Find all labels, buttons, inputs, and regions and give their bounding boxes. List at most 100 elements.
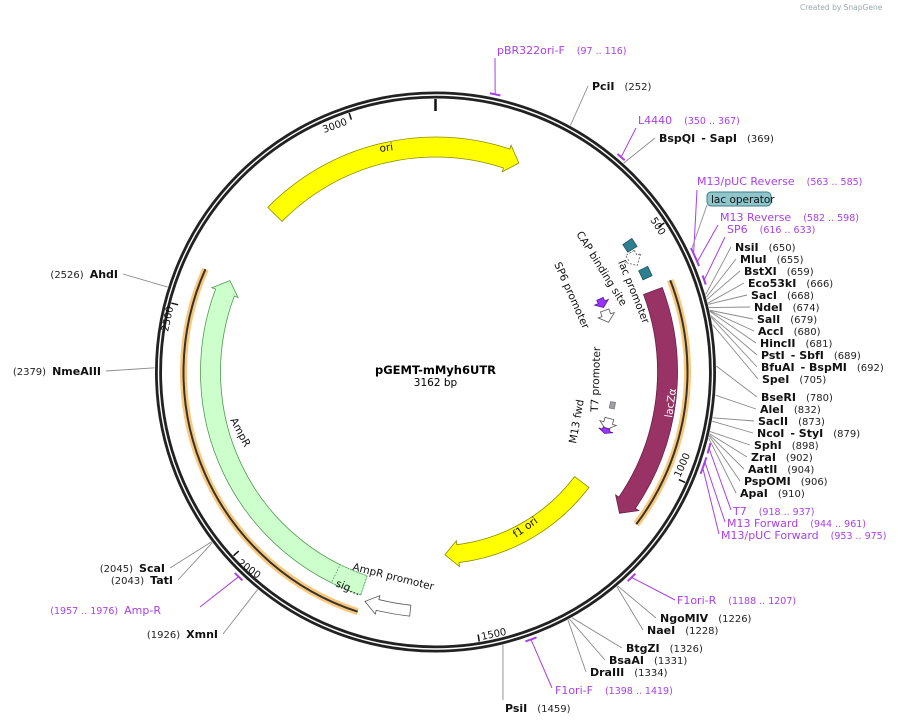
primer-label[interactable]: F1ori-R (1188 .. 1207) bbox=[677, 594, 796, 607]
primer-range: (918 .. 937) bbox=[759, 507, 815, 518]
enzyme-label[interactable]: SpeI (705) bbox=[762, 373, 826, 386]
enzyme-label[interactable]: (2043) TatI bbox=[111, 574, 173, 587]
enzyme-label[interactable]: AleI (832) bbox=[760, 403, 821, 416]
enzyme-leader bbox=[715, 394, 757, 410]
orf-line bbox=[635, 279, 689, 525]
primer-bind-mark[interactable] bbox=[626, 573, 637, 582]
enzyme-label[interactable]: BsaAI (1331) bbox=[609, 654, 687, 667]
primer-label[interactable]: M13 Reverse (582 .. 598) bbox=[720, 211, 859, 224]
feature-m13-fwd[interactable] bbox=[598, 426, 614, 434]
enzyme-name: Eco53kI bbox=[748, 277, 796, 290]
enzyme-label[interactable]: AccI (680) bbox=[758, 325, 821, 338]
enzyme-name: PsiI bbox=[505, 702, 527, 715]
enzyme-label[interactable]: (1926) XmnI bbox=[147, 628, 218, 641]
enzyme-name: PciI bbox=[592, 80, 614, 93]
primer-label[interactable]: pBR322ori-F (97 .. 116) bbox=[497, 44, 627, 57]
enzyme-label[interactable]: PciI (252) bbox=[592, 80, 651, 93]
enzyme-label[interactable]: SacI (668) bbox=[751, 289, 814, 302]
enzyme-label[interactable]: (2045) ScaI bbox=[100, 562, 165, 575]
enzyme-position: (1226) bbox=[718, 614, 751, 625]
enzyme-leader bbox=[177, 542, 213, 581]
feature-sp6-primer[interactable] bbox=[593, 296, 610, 308]
primer-label[interactable]: M13/pUC Forward (953 .. 975) bbox=[721, 529, 886, 542]
enzyme-position: (2526) bbox=[50, 270, 83, 281]
enzyme-position: (369) bbox=[747, 134, 774, 145]
enzyme-label[interactable]: SalI (679) bbox=[757, 313, 817, 326]
enzyme-label[interactable]: BtgZI (1326) bbox=[626, 642, 703, 655]
enzyme-label[interactable]: BstXI (659) bbox=[744, 265, 814, 278]
enzyme-label[interactable]: (2379) NmeAIII bbox=[13, 365, 101, 378]
feature-ampr[interactable] bbox=[200, 280, 368, 596]
primer-bind-mark[interactable] bbox=[706, 442, 712, 454]
enzyme-label[interactable]: SacII (873) bbox=[758, 415, 825, 428]
enzyme-label[interactable]: SphI (898) bbox=[754, 439, 819, 452]
enzyme-position: (679) bbox=[790, 315, 817, 326]
enzyme-label[interactable]: (2526) AhdI bbox=[50, 268, 118, 281]
ori-label: ori bbox=[379, 141, 394, 155]
enzyme-label[interactable]: NcoI - StyI (879) bbox=[757, 427, 860, 440]
enzyme-label[interactable]: DraIII (1334) bbox=[590, 666, 668, 679]
enzyme-label[interactable]: NdeI (674) bbox=[754, 301, 820, 314]
feature-cap-binding-site[interactable] bbox=[622, 237, 638, 253]
enzyme-label[interactable]: NsiI (650) bbox=[735, 241, 796, 254]
primer-label[interactable]: L4440 (350 .. 367) bbox=[638, 114, 740, 127]
enzyme-leader bbox=[571, 617, 623, 649]
primer-label[interactable]: (1957 .. 1976) Amp-R bbox=[50, 604, 161, 617]
enzyme-separator: - bbox=[801, 361, 809, 374]
primer-range: (350 .. 367) bbox=[684, 116, 740, 127]
primer-label[interactable]: M13 Forward (944 .. 961) bbox=[727, 517, 866, 530]
primer-range: (97 .. 116) bbox=[577, 46, 627, 57]
enzyme-leader bbox=[712, 420, 754, 434]
enzyme-label[interactable]: ZraI (902) bbox=[751, 451, 813, 464]
primer-name: F1ori-F bbox=[555, 684, 593, 697]
enzyme-label[interactable]: AatII (904) bbox=[748, 463, 814, 476]
primer-bind-mark[interactable] bbox=[616, 153, 626, 161]
enzyme-label[interactable]: Eco53kI (666) bbox=[748, 277, 833, 290]
enzyme-label[interactable]: PsiI (1459) bbox=[505, 702, 571, 715]
feature-sp6-promoter[interactable] bbox=[597, 308, 616, 323]
enzyme-label[interactable]: BspQI - SapI (369) bbox=[659, 132, 774, 145]
primer-label[interactable]: M13/pUC Reverse (563 .. 585) bbox=[697, 175, 862, 188]
enzyme-label[interactable]: HincII (681) bbox=[760, 337, 833, 350]
enzyme-position: (902) bbox=[786, 453, 813, 464]
primer-bind-mark[interactable] bbox=[234, 572, 244, 582]
feature-ori[interactable] bbox=[267, 136, 520, 222]
enzyme-position: (680) bbox=[794, 327, 821, 338]
enzyme-label[interactable]: PspOMI (906) bbox=[744, 475, 828, 488]
enzyme-label[interactable]: BfuAI - BspMI (692) bbox=[761, 361, 884, 374]
primer-label[interactable]: F1ori-F (1398 .. 1419) bbox=[555, 684, 673, 697]
enzyme-name: AatII bbox=[748, 463, 777, 476]
enzyme-position: (689) bbox=[834, 351, 861, 362]
lac-operator-box[interactable] bbox=[706, 191, 772, 207]
enzyme-label[interactable]: NgoMIV (1226) bbox=[660, 612, 752, 625]
primer-bind-mark[interactable] bbox=[525, 636, 537, 643]
primer-label[interactable]: SP6 (616 .. 633) bbox=[727, 223, 815, 236]
enzyme-label[interactable]: ApaI (910) bbox=[740, 487, 805, 500]
plasmid-name: pGEMT-mMyh6UTR bbox=[375, 363, 496, 377]
enzyme-leader bbox=[710, 317, 758, 368]
enzyme-position: (1334) bbox=[634, 668, 667, 679]
enzyme-name: SpeI bbox=[762, 373, 789, 386]
enzyme-label[interactable]: BseRI (780) bbox=[761, 391, 833, 404]
enzyme-label[interactable]: NaeI (1228) bbox=[647, 624, 719, 637]
primer-bind-mark[interactable] bbox=[489, 92, 501, 97]
feature-lac-operator[interactable] bbox=[638, 265, 653, 281]
feature-sig-[interactable] bbox=[330, 564, 368, 596]
backbone-ring-gap bbox=[157, 94, 714, 650]
primer-bind-mark[interactable] bbox=[694, 257, 700, 267]
primer-name: T7 bbox=[732, 505, 747, 518]
feature-lacz-[interactable] bbox=[614, 286, 678, 514]
feature-ampr-promoter[interactable] bbox=[364, 595, 412, 617]
feature-t7-site[interactable] bbox=[608, 401, 616, 410]
feature-t7-promoter[interactable] bbox=[599, 416, 618, 431]
feature-f1-ori[interactable] bbox=[444, 476, 590, 568]
primer-leader bbox=[693, 189, 698, 254]
primer-label[interactable]: T7 (918 .. 937) bbox=[732, 505, 814, 518]
enzyme-label[interactable]: PstI - SbfI (689) bbox=[761, 349, 861, 362]
enzyme-label[interactable]: MluI (655) bbox=[740, 253, 804, 266]
enzyme-leader bbox=[709, 434, 745, 470]
enzyme-leader bbox=[706, 258, 737, 298]
feature-lac-promoter[interactable] bbox=[624, 249, 642, 267]
primer-bind-mark[interactable] bbox=[699, 461, 706, 475]
primer-bind-mark[interactable] bbox=[701, 275, 707, 285]
